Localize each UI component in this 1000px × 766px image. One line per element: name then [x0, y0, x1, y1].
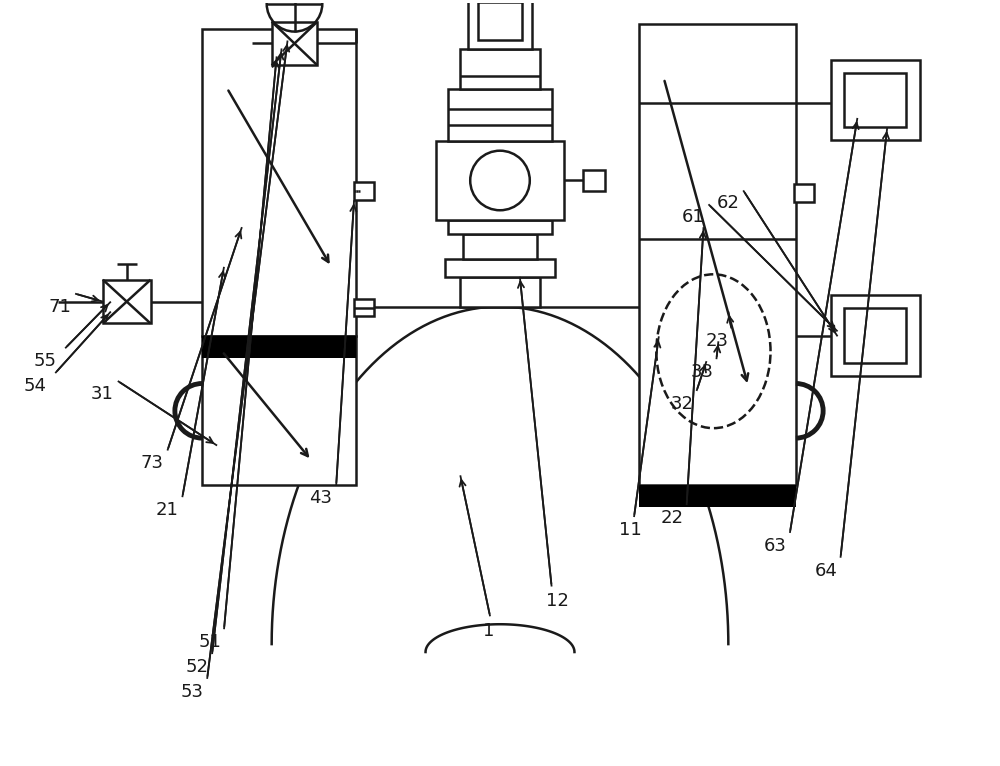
Text: 63: 63 — [764, 537, 787, 555]
Text: 62: 62 — [716, 195, 739, 212]
Bar — [794, 185, 814, 202]
Text: 52: 52 — [185, 658, 208, 676]
Text: 54: 54 — [23, 377, 46, 395]
Text: 22: 22 — [661, 509, 684, 527]
Bar — [103, 280, 151, 323]
Text: 64: 64 — [815, 561, 838, 580]
Bar — [448, 220, 552, 234]
Bar — [202, 336, 356, 485]
Bar — [460, 277, 540, 306]
Bar — [583, 169, 605, 192]
Bar — [460, 50, 540, 89]
Text: 12: 12 — [546, 592, 569, 611]
Bar — [831, 295, 920, 376]
Bar — [463, 234, 537, 259]
Bar — [639, 24, 796, 485]
Bar — [272, 21, 317, 65]
Text: 51: 51 — [198, 633, 221, 651]
Text: 21: 21 — [156, 501, 178, 519]
Bar — [639, 485, 796, 507]
Text: 32: 32 — [671, 394, 694, 413]
Bar — [354, 182, 374, 201]
Bar — [844, 308, 906, 363]
Text: 11: 11 — [619, 521, 642, 539]
Text: 71: 71 — [48, 297, 71, 316]
Bar — [448, 89, 552, 141]
Bar — [436, 141, 564, 220]
Bar — [202, 336, 356, 358]
Text: 73: 73 — [141, 454, 164, 473]
Text: 33: 33 — [691, 363, 714, 381]
Text: 23: 23 — [705, 332, 728, 350]
Text: 1: 1 — [483, 622, 494, 640]
Bar — [478, 2, 522, 40]
Bar — [202, 28, 356, 336]
Bar — [468, 0, 532, 50]
Polygon shape — [272, 306, 728, 644]
Text: 61: 61 — [682, 208, 704, 226]
Bar — [354, 299, 374, 316]
Bar — [844, 74, 906, 127]
Text: 31: 31 — [91, 385, 114, 403]
Text: 43: 43 — [309, 489, 332, 507]
Text: 53: 53 — [180, 683, 203, 701]
Bar — [831, 61, 920, 139]
Bar — [445, 259, 555, 277]
Text: 55: 55 — [33, 352, 56, 370]
